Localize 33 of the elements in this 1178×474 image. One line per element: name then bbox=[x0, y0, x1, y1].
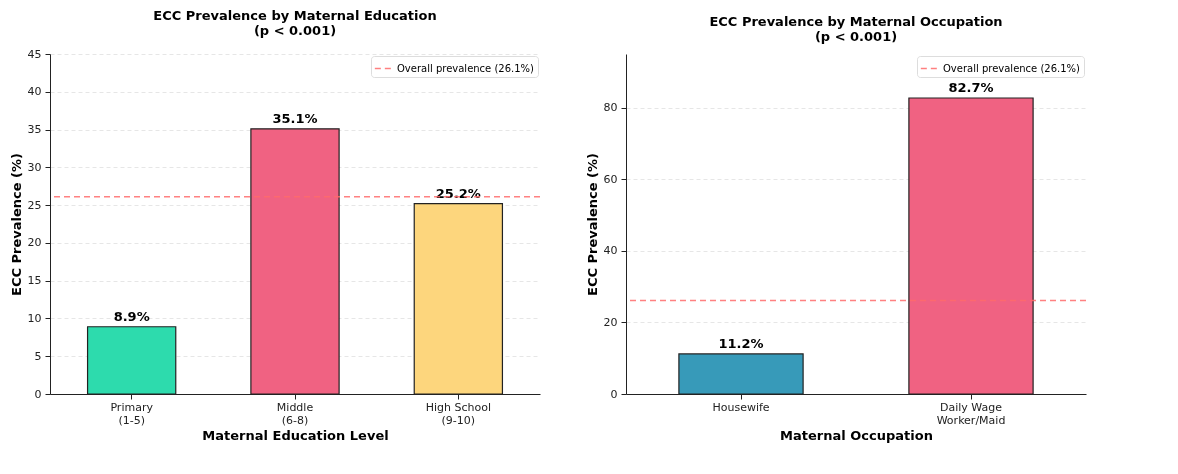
x-axis-title: Maternal Education Level bbox=[202, 427, 389, 443]
y-tick-label: 35 bbox=[27, 123, 42, 137]
y-tick-label: 0 bbox=[34, 387, 42, 401]
y-tick-label: 0 bbox=[610, 387, 618, 401]
y-tick-label: 30 bbox=[27, 160, 42, 174]
x-tick-label: Primary (1-5) bbox=[110, 400, 154, 427]
y-tick-label: 20 bbox=[27, 236, 42, 250]
y-tick-label: 20 bbox=[603, 315, 618, 329]
y-tick-label: 40 bbox=[27, 85, 42, 99]
y-tick-label: 25 bbox=[27, 198, 42, 212]
legend-label: Overall prevalence (26.1%) bbox=[397, 62, 535, 74]
y-tick-label: 15 bbox=[27, 274, 42, 288]
chart-title: ECC Prevalence by Maternal Education (p < 0.001) bbox=[153, 8, 437, 38]
y-tick-label: 5 bbox=[34, 349, 42, 363]
y-axis-title: ECC Prevalence (%) bbox=[584, 153, 600, 296]
y-tick-label: 45 bbox=[27, 47, 42, 61]
y-tick-label: 60 bbox=[603, 172, 618, 186]
chart-title: ECC Prevalence by Maternal Occupation (p < 0.001) bbox=[709, 14, 1003, 44]
data-label: 25.2% bbox=[435, 185, 481, 201]
y-tick-label: 40 bbox=[603, 244, 618, 258]
x-tick-label: Daily Wage Worker/Maid bbox=[936, 400, 1006, 427]
y-tick-label: 80 bbox=[603, 101, 618, 115]
y-axis-title: ECC Prevalence (%) bbox=[8, 153, 24, 296]
x-tick-label: Middle (6-8) bbox=[276, 400, 314, 427]
y-tick-label: 10 bbox=[27, 311, 42, 325]
x-tick-label: High School (9-10) bbox=[425, 400, 491, 427]
data-label: 11.2% bbox=[718, 335, 764, 351]
data-label: 8.9% bbox=[113, 308, 150, 324]
legend-label: Overall prevalence (26.1%) bbox=[943, 62, 1081, 74]
x-axis-title: Maternal Occupation bbox=[780, 427, 933, 443]
data-label: 35.1% bbox=[272, 110, 318, 126]
x-tick-label: Housewife bbox=[712, 400, 770, 414]
data-label: 82.7% bbox=[948, 80, 994, 96]
